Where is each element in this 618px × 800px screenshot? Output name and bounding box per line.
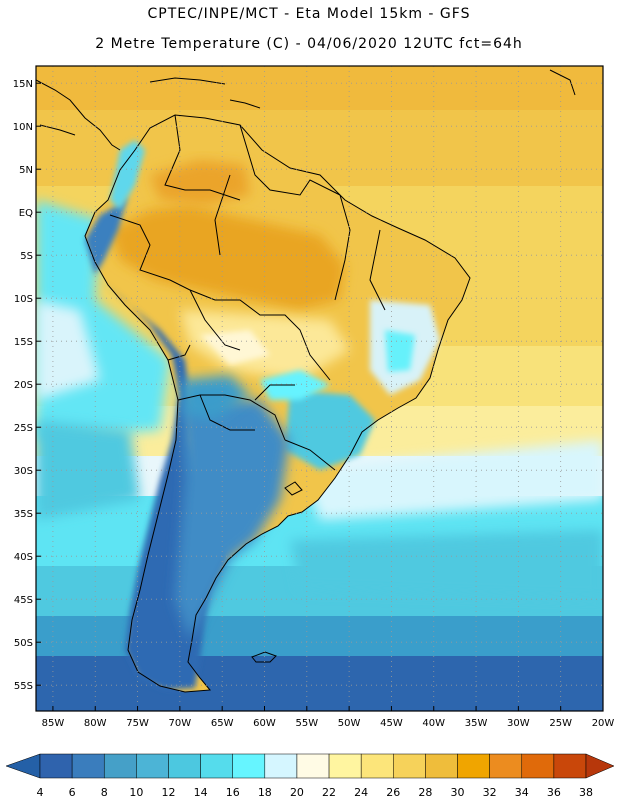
- lat-tick-label: 30S: [14, 466, 33, 477]
- colorbar-swatch: [39, 753, 73, 779]
- lon-tick-label: 20W: [592, 718, 615, 729]
- lon-tick-label: 40W: [422, 718, 445, 729]
- colorbar-swatch: [232, 753, 266, 779]
- colorbar: 4 6 8 10 12 14 16 18 20 22 24 26 28 30 32 34 36 38: [5, 753, 615, 799]
- colorbar-label: 6: [69, 786, 76, 799]
- lon-tick-label: 60W: [253, 718, 276, 729]
- lon-tick-label: 75W: [126, 718, 149, 729]
- lon-tick-label: 85W: [42, 718, 65, 729]
- lat-tick-label: 45S: [14, 595, 33, 606]
- country-borders: [84, 114, 471, 693]
- map-title-line-1: CPTEC/INPE/MCT - Eta Model 15km - GFS: [147, 6, 471, 22]
- colorbar-swatch: [360, 753, 394, 779]
- colorbar-under-arrow: [5, 753, 41, 779]
- colorbar-label: 36: [547, 786, 561, 799]
- colorbar-label: 32: [483, 786, 497, 799]
- colorbar-swatch: [489, 753, 523, 779]
- lon-tick-label: 25W: [549, 718, 572, 729]
- lat-tick-label: EQ: [19, 208, 33, 219]
- lat-tick-label: 20S: [14, 380, 33, 391]
- temperature-field: [36, 66, 603, 711]
- colorbar-swatch: [457, 753, 490, 779]
- colorbar-label: 4: [37, 786, 44, 799]
- lat-tick-label: 5S: [20, 251, 33, 262]
- colorbar-swatch: [71, 753, 105, 779]
- colorbar-label: 10: [129, 786, 143, 799]
- lon-tick-label: 35W: [465, 718, 488, 729]
- lat-tick-label: 25S: [14, 423, 33, 434]
- colorbar-label: 8: [101, 786, 108, 799]
- colorbar-label: 24: [354, 786, 368, 799]
- lat-tick-label: 5N: [19, 165, 33, 176]
- lat-tick-label: 40S: [14, 552, 33, 563]
- lat-tick-label: 15S: [14, 337, 33, 348]
- colorbar-swatch: [296, 753, 330, 779]
- colorbar-swatch: [393, 753, 426, 779]
- map-title-line-2: 2 Metre Temperature (C) - 04/06/2020 12U…: [95, 36, 523, 52]
- colorbar-swatch: [168, 753, 201, 779]
- lon-tick-label: 65W: [211, 718, 234, 729]
- colorbar-label: 34: [515, 786, 529, 799]
- colorbar-swatch: [136, 753, 169, 779]
- lat-tick-label: 10N: [13, 122, 33, 133]
- colorbar-label: 22: [322, 786, 336, 799]
- colorbar-swatch: [521, 753, 555, 779]
- colorbar-label: 28: [418, 786, 432, 799]
- colorbar-swatch: [103, 753, 137, 779]
- lon-tick-label: 80W: [84, 718, 107, 729]
- colorbar-swatch: [553, 753, 587, 779]
- colorbar-label: 14: [194, 786, 208, 799]
- colorbar-swatch: [264, 753, 298, 779]
- lat-tick-label: 50S: [14, 638, 33, 649]
- lat-tick-label: 15N: [13, 79, 33, 90]
- colorbar-label: 26: [386, 786, 400, 799]
- lon-tick-label: 55W: [295, 718, 318, 729]
- colorbar-swatch: [328, 753, 362, 779]
- colorbar-label: 18: [258, 786, 272, 799]
- colorbar-swatch: [425, 753, 458, 779]
- lon-tick-label: 30W: [507, 718, 530, 729]
- lat-tick-label: 55S: [14, 681, 33, 692]
- lat-tick-label: 35S: [14, 509, 33, 520]
- map-axes: 15N 10N 5N EQ 5S 10S 15S 20S 25S 30S 35S 40S 45S 50S 5…: [13, 79, 615, 729]
- colorbar-label: 12: [161, 786, 175, 799]
- lon-tick-label: 70W: [169, 718, 192, 729]
- lat-tick-label: 10S: [14, 294, 33, 305]
- colorbar-label: 20: [290, 786, 304, 799]
- colorbar-over-arrow: [585, 753, 615, 779]
- plot-frame: [35, 65, 604, 712]
- lon-tick-label: 50W: [338, 718, 361, 729]
- lon-tick-label: 45W: [380, 718, 403, 729]
- colorbar-label: 30: [451, 786, 465, 799]
- colorbar-label: 38: [579, 786, 593, 799]
- colorbar-swatch: [200, 753, 233, 779]
- colorbar-label: 16: [226, 786, 240, 799]
